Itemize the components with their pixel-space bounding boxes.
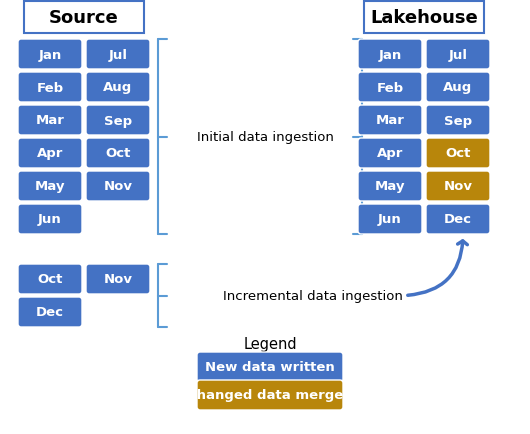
Text: Sep: Sep [104,114,132,127]
Text: Mar: Mar [36,114,65,127]
Text: Apr: Apr [37,147,63,160]
Text: Nov: Nov [103,180,132,193]
Text: Jul: Jul [448,48,467,61]
FancyBboxPatch shape [358,204,422,234]
Text: New data written: New data written [205,361,335,374]
Text: Oct: Oct [37,273,63,286]
FancyBboxPatch shape [86,171,150,201]
FancyBboxPatch shape [426,40,490,70]
FancyBboxPatch shape [18,264,82,294]
Text: Source: Source [49,9,119,27]
FancyBboxPatch shape [358,73,422,103]
Text: Nov: Nov [103,273,132,286]
FancyBboxPatch shape [426,139,490,169]
Text: Feb: Feb [37,81,64,94]
Text: Jul: Jul [109,48,128,61]
Text: Lakehouse: Lakehouse [370,9,478,27]
Text: Dec: Dec [444,213,472,226]
FancyBboxPatch shape [18,40,82,70]
FancyBboxPatch shape [86,73,150,103]
Text: Feb: Feb [376,81,403,94]
FancyBboxPatch shape [426,204,490,234]
FancyBboxPatch shape [18,171,82,201]
Text: May: May [35,180,65,193]
Text: Oct: Oct [445,147,471,160]
FancyBboxPatch shape [197,352,343,382]
Text: Aug: Aug [103,81,132,94]
FancyBboxPatch shape [426,73,490,103]
Text: Dec: Dec [36,306,64,319]
FancyBboxPatch shape [18,73,82,103]
FancyBboxPatch shape [358,139,422,169]
FancyBboxPatch shape [197,380,343,410]
FancyBboxPatch shape [86,106,150,136]
FancyBboxPatch shape [86,139,150,169]
Text: Apr: Apr [377,147,403,160]
FancyBboxPatch shape [18,139,82,169]
Text: May: May [375,180,405,193]
FancyBboxPatch shape [364,2,484,34]
Text: Mar: Mar [376,114,404,127]
FancyBboxPatch shape [426,171,490,201]
FancyBboxPatch shape [18,204,82,234]
Text: Jun: Jun [38,213,62,226]
Text: Jun: Jun [378,213,402,226]
FancyBboxPatch shape [86,264,150,294]
Text: Oct: Oct [105,147,131,160]
Text: Sep: Sep [444,114,472,127]
Text: Nov: Nov [444,180,473,193]
FancyBboxPatch shape [358,106,422,136]
Text: Jan: Jan [378,48,402,61]
FancyBboxPatch shape [86,40,150,70]
Text: Legend: Legend [243,337,297,352]
FancyBboxPatch shape [358,171,422,201]
Text: Initial data ingestion: Initial data ingestion [197,131,333,144]
FancyBboxPatch shape [426,106,490,136]
Text: Aug: Aug [444,81,473,94]
FancyBboxPatch shape [24,2,144,34]
FancyBboxPatch shape [358,40,422,70]
FancyBboxPatch shape [18,297,82,327]
Text: Incremental data ingestion: Incremental data ingestion [223,289,403,302]
Text: Jan: Jan [38,48,61,61]
Text: Changed data merged: Changed data merged [187,388,353,401]
FancyBboxPatch shape [18,106,82,136]
